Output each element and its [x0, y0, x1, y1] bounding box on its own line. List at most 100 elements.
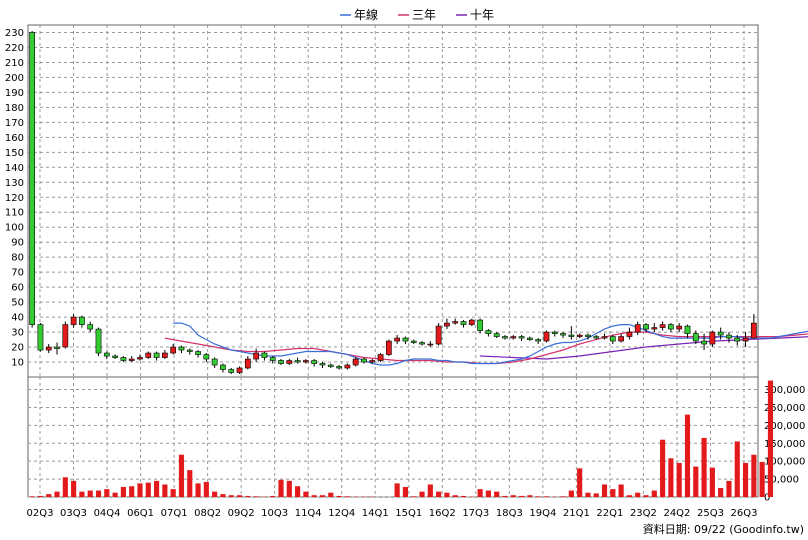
volume-bar-7 — [87, 490, 93, 497]
candle-body-19 — [186, 349, 193, 352]
volume-bar-12 — [129, 486, 135, 497]
candle-body-12 — [128, 358, 135, 361]
candle-body-58 — [510, 336, 517, 339]
volume-bar-81 — [701, 437, 707, 497]
candle-body-5 — [70, 316, 77, 325]
legend: 年線 三年 十年 — [340, 7, 494, 22]
candle-body-60 — [527, 337, 533, 340]
candle-body-1 — [37, 324, 44, 351]
volume-bar-5 — [71, 480, 77, 497]
volume-bar-13 — [137, 483, 143, 497]
volume-bar-88 — [759, 461, 765, 497]
legend-label-2: 十年 — [470, 8, 494, 22]
x-label-5: 08Q2 — [194, 508, 221, 519]
candle-body-52 — [460, 321, 467, 325]
volume-bar-67 — [585, 492, 591, 497]
candle-body-80 — [692, 333, 699, 342]
volume-panel: 0 50,000 100,000 150,000 200,000 250,000 300,0… — [27, 376, 805, 504]
candle-body-31 — [286, 360, 293, 364]
candle-body-61 — [535, 339, 542, 342]
volume-bar-83 — [718, 488, 724, 497]
candle-body-38 — [344, 364, 351, 369]
price-tick-30: 30 — [11, 328, 24, 339]
candle-body-72 — [626, 331, 633, 337]
price-tick-150: 150 — [5, 148, 24, 159]
volume-bar-68 — [593, 493, 599, 497]
x-label-20: 25Q3 — [697, 508, 724, 519]
x-label-0: 02Q3 — [27, 508, 54, 519]
volume-bar-76 — [660, 439, 666, 497]
candle-body-28 — [261, 352, 268, 358]
candle-body-68 — [593, 336, 600, 339]
x-label-15: 19Q4 — [529, 508, 556, 519]
candle-body-86 — [742, 337, 749, 342]
volume-bar-0 — [29, 496, 35, 497]
volume-bar-49 — [436, 491, 442, 497]
candle-body-69 — [601, 336, 608, 339]
candle-body-34 — [311, 360, 318, 364]
price-tick-120: 120 — [5, 193, 24, 204]
candle-body-2 — [45, 346, 52, 351]
candle-body-47 — [419, 342, 425, 345]
candle-body-44 — [394, 337, 401, 342]
candle-body-40 — [361, 358, 367, 363]
volume-bar-86 — [742, 462, 749, 497]
price-tick-220: 220 — [5, 43, 24, 54]
candle-body-11 — [120, 357, 127, 361]
price-tick-180: 180 — [5, 103, 24, 114]
price-frame — [27, 24, 759, 378]
candle-body-13 — [137, 357, 143, 360]
volume-bar-33 — [303, 491, 309, 497]
x-label-10: 14Q1 — [362, 508, 389, 519]
volume-bar-44 — [394, 483, 400, 497]
candle-body-56 — [493, 333, 500, 337]
candle-body-53 — [468, 319, 475, 325]
candle-body-70 — [609, 336, 616, 342]
volume-bar-58 — [510, 495, 516, 497]
price-tick-230: 230 — [5, 28, 24, 39]
candle-body-41 — [369, 360, 376, 363]
candle-body-16 — [162, 352, 168, 358]
legend-label-1: 三年 — [412, 8, 436, 22]
volume-bar-62 — [543, 496, 550, 497]
price-tick-90: 90 — [11, 238, 24, 249]
candle-body-63 — [551, 331, 558, 334]
volume-bar-38 — [344, 496, 350, 497]
volume-bar-20 — [195, 483, 201, 497]
candle-body-14 — [145, 352, 152, 358]
x-label-7: 10Q3 — [261, 508, 288, 519]
volume-bar-27 — [253, 496, 259, 497]
candle-body-24 — [228, 369, 235, 373]
x-label-4: 07Q1 — [161, 508, 188, 519]
candle-body-29 — [269, 357, 276, 361]
candle-body-77 — [668, 324, 674, 330]
volume-bar-61 — [535, 496, 541, 497]
candle-body-55 — [485, 330, 492, 334]
price-tick-130: 130 — [5, 178, 24, 189]
volume-bar-1 — [37, 495, 44, 497]
volume-tick-3: 150,000 — [764, 439, 805, 450]
candle-body-83 — [717, 331, 724, 336]
volume-bar-21 — [203, 481, 209, 497]
x-label-19: 24Q2 — [663, 508, 690, 519]
volume-bar-23 — [220, 494, 226, 497]
candle-body-62 — [543, 331, 550, 342]
candle-body-79 — [684, 325, 691, 334]
legend-label-0: 年線 — [354, 7, 378, 22]
candle-body-57 — [502, 336, 508, 339]
volume-bar-18 — [178, 454, 185, 497]
price-tick-20: 20 — [11, 343, 24, 354]
volume-tick-2: 100,000 — [764, 457, 805, 468]
volume-bar-85 — [734, 441, 740, 497]
candle-body-23 — [220, 364, 226, 370]
volume-bar-37 — [336, 495, 342, 497]
volume-bar-3 — [54, 491, 60, 497]
volume-bar-48 — [427, 484, 433, 497]
x-label-12: 16Q2 — [429, 508, 456, 519]
volume-bar-31 — [286, 480, 292, 497]
volume-tick-1: 50,000 — [764, 475, 799, 486]
x-label-18: 23Q2 — [630, 508, 657, 519]
candle-body-78 — [676, 325, 683, 330]
price-panel: 10 20 30 40 50 60 70 80 90 100 110 120 130 140 150 160 1… — [5, 24, 808, 378]
price-tick-140: 140 — [5, 163, 24, 174]
